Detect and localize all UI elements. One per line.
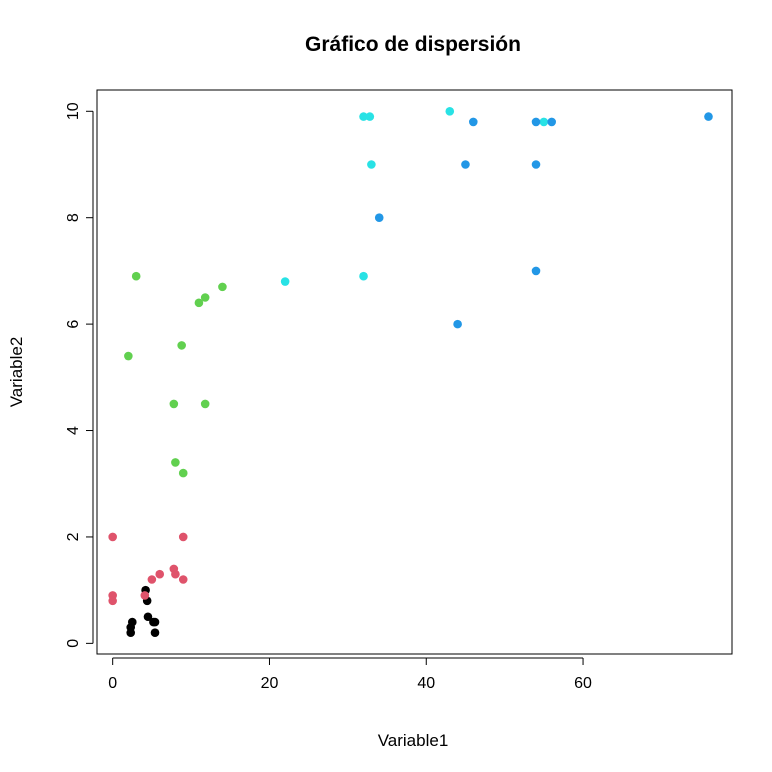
data-point — [178, 468, 188, 478]
data-point — [108, 596, 117, 606]
data-point — [468, 117, 478, 127]
data-point — [194, 298, 204, 308]
data-points — [108, 106, 713, 638]
data-point — [453, 319, 462, 329]
data-point — [547, 117, 556, 127]
data-point — [131, 271, 141, 281]
data-point — [374, 213, 384, 222]
data-point — [177, 341, 186, 350]
x-tick-label: 60 — [574, 675, 592, 692]
data-point — [143, 612, 153, 622]
x-tick-label: 0 — [108, 675, 117, 692]
chart-title: Gráfico de dispersión — [305, 33, 521, 56]
y-tick-label: 2 — [65, 532, 82, 541]
x-axis: 0 20 40 60 — [108, 657, 592, 692]
data-point — [127, 617, 137, 627]
y-axis-label: Variable2 — [7, 337, 26, 408]
data-point — [531, 160, 541, 169]
data-point — [704, 112, 713, 121]
data-point — [140, 591, 150, 600]
data-point — [218, 282, 227, 292]
data-point — [531, 117, 541, 127]
data-point — [169, 399, 179, 409]
plot-frame — [96, 89, 733, 655]
data-point — [171, 569, 180, 579]
data-point — [200, 293, 210, 302]
data-point — [150, 617, 160, 627]
data-point — [280, 277, 290, 286]
data-point — [461, 160, 470, 169]
data-point — [367, 160, 376, 169]
data-point — [147, 575, 157, 584]
x-tick-label: 40 — [417, 675, 435, 692]
x-tick-label: 20 — [261, 675, 279, 692]
y-tick-label: 4 — [65, 426, 82, 435]
y-tick-label: 8 — [65, 213, 82, 222]
data-point — [531, 266, 541, 276]
data-point — [200, 399, 210, 409]
data-point — [171, 458, 180, 467]
data-point — [539, 117, 549, 127]
data-point — [365, 112, 375, 121]
data-point — [359, 112, 368, 121]
data-point — [124, 351, 133, 361]
data-point — [155, 569, 165, 579]
data-point — [178, 575, 188, 584]
data-point — [178, 532, 188, 542]
y-axis: 0 2 4 6 8 10 — [65, 102, 94, 648]
data-point — [150, 628, 160, 638]
data-point — [359, 271, 368, 281]
y-tick-label: 10 — [65, 102, 82, 120]
y-tick-label: 0 — [65, 639, 82, 648]
x-axis-label: Variable1 — [378, 731, 449, 750]
y-tick-label: 6 — [65, 320, 82, 329]
data-point — [108, 532, 117, 542]
data-point — [445, 106, 455, 116]
